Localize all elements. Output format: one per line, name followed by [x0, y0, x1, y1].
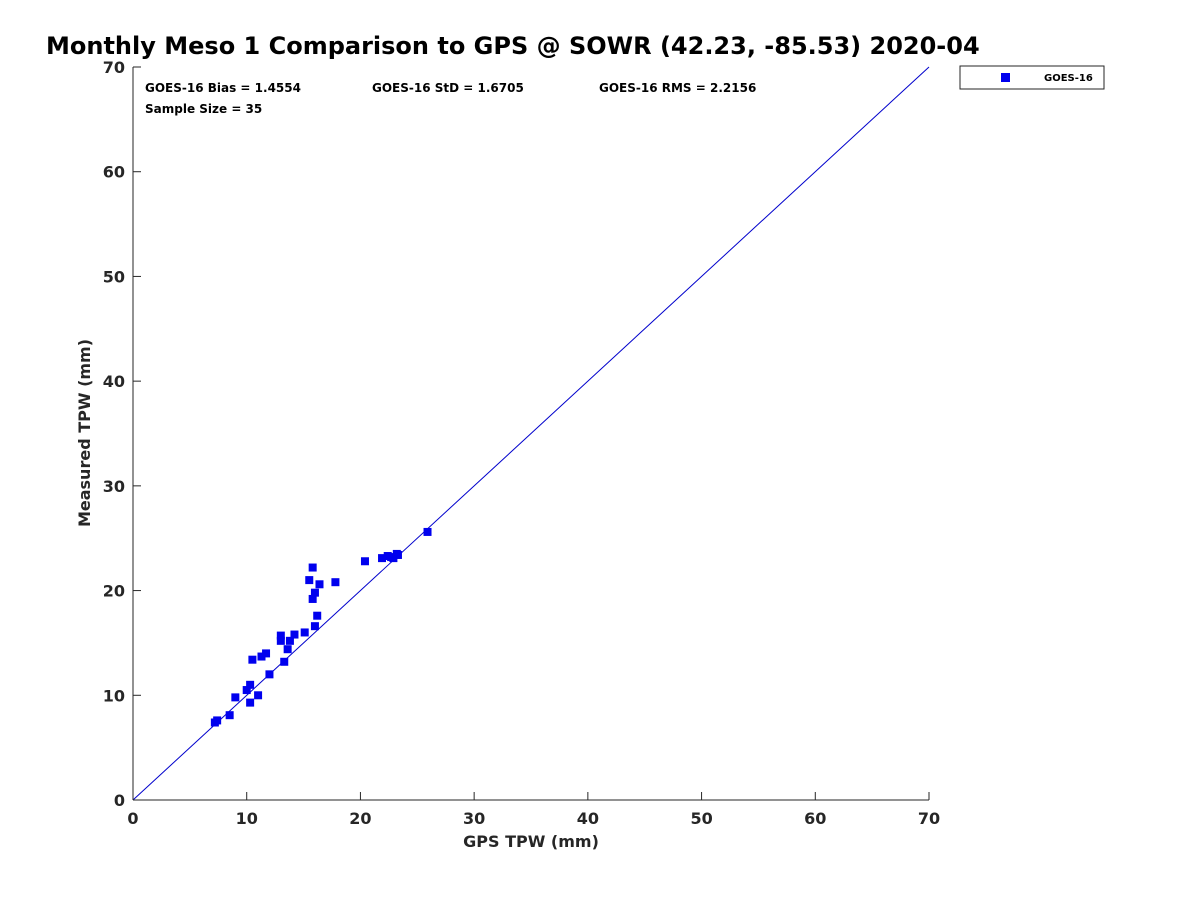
stat-bias: GOES-16 Bias = 1.4554	[145, 81, 301, 95]
data-point-square	[276, 636, 285, 645]
data-point-square	[246, 698, 255, 707]
data-point-square	[285, 636, 294, 645]
y-tick-label: 30	[103, 477, 125, 496]
x-tick-label: 30	[463, 809, 485, 828]
legend-marker-square-icon	[1001, 73, 1010, 82]
data-point-square	[313, 611, 322, 620]
y-tick-label: 70	[103, 58, 125, 77]
x-tick-label: 70	[918, 809, 940, 828]
data-point-square	[378, 554, 387, 563]
data-point-square	[310, 588, 319, 597]
x-axis-ticks: 0 10 20 30 40 50 60 70	[127, 792, 940, 828]
stat-rms: GOES-16 RMS = 2.2156	[599, 81, 756, 95]
data-point-square	[254, 691, 263, 700]
data-point-square	[262, 649, 271, 658]
data-point-square	[308, 563, 317, 572]
data-point-square	[248, 655, 257, 664]
data-point-square	[283, 645, 292, 654]
y-axis-ticks: 0 10 20 30 40 50 60 70	[103, 58, 141, 810]
data-point-square	[265, 670, 274, 679]
x-tick-label: 60	[804, 809, 826, 828]
x-axis-label: GPS TPW (mm)	[463, 832, 599, 851]
plot-area	[132, 66, 930, 801]
legend-box	[959, 65, 1105, 90]
y-tick-label: 10	[103, 686, 125, 705]
stats-annotations: GOES-16 Bias = 1.4554 GOES-16 StD = 1.67…	[145, 81, 756, 116]
data-point-square	[389, 554, 398, 563]
x-tick-label: 0	[127, 809, 138, 828]
y-tick-label: 60	[103, 163, 125, 182]
data-point-square	[308, 594, 317, 603]
data-point-square	[300, 628, 309, 637]
stat-sample-size: Sample Size = 35	[145, 102, 262, 116]
data-point-square	[290, 630, 299, 639]
data-point-square	[257, 652, 266, 661]
data-point-square	[315, 580, 324, 589]
data-point-square	[246, 680, 255, 689]
data-point-square	[225, 711, 234, 720]
data-point-square	[360, 557, 369, 566]
data-point-square	[393, 550, 402, 559]
x-tick-label: 50	[690, 809, 712, 828]
y-tick-label: 40	[103, 372, 125, 391]
data-point-square	[276, 631, 285, 640]
y-tick-label: 50	[103, 267, 125, 286]
y-axis-label: Measured TPW (mm)	[75, 339, 94, 527]
stat-std: GOES-16 StD = 1.6705	[372, 81, 524, 95]
data-point-square	[213, 716, 222, 725]
chart-title: Monthly Meso 1 Comparison to GPS @ SOWR …	[46, 32, 980, 60]
data-point-square	[280, 657, 289, 666]
legend: GOES-16	[959, 65, 1105, 90]
data-point-square	[331, 578, 340, 587]
data-point-square	[305, 576, 314, 585]
data-point-square	[310, 622, 319, 631]
data-point-square	[423, 527, 432, 536]
legend-label: GOES-16	[1044, 73, 1093, 84]
x-tick-label: 10	[236, 809, 258, 828]
series-goes16-points	[210, 527, 432, 727]
y-tick-label: 20	[103, 582, 125, 601]
x-tick-label: 40	[577, 809, 599, 828]
data-point-square	[231, 693, 240, 702]
x-tick-label: 20	[349, 809, 371, 828]
y-tick-label: 0	[114, 791, 125, 810]
data-point-square	[242, 686, 251, 695]
